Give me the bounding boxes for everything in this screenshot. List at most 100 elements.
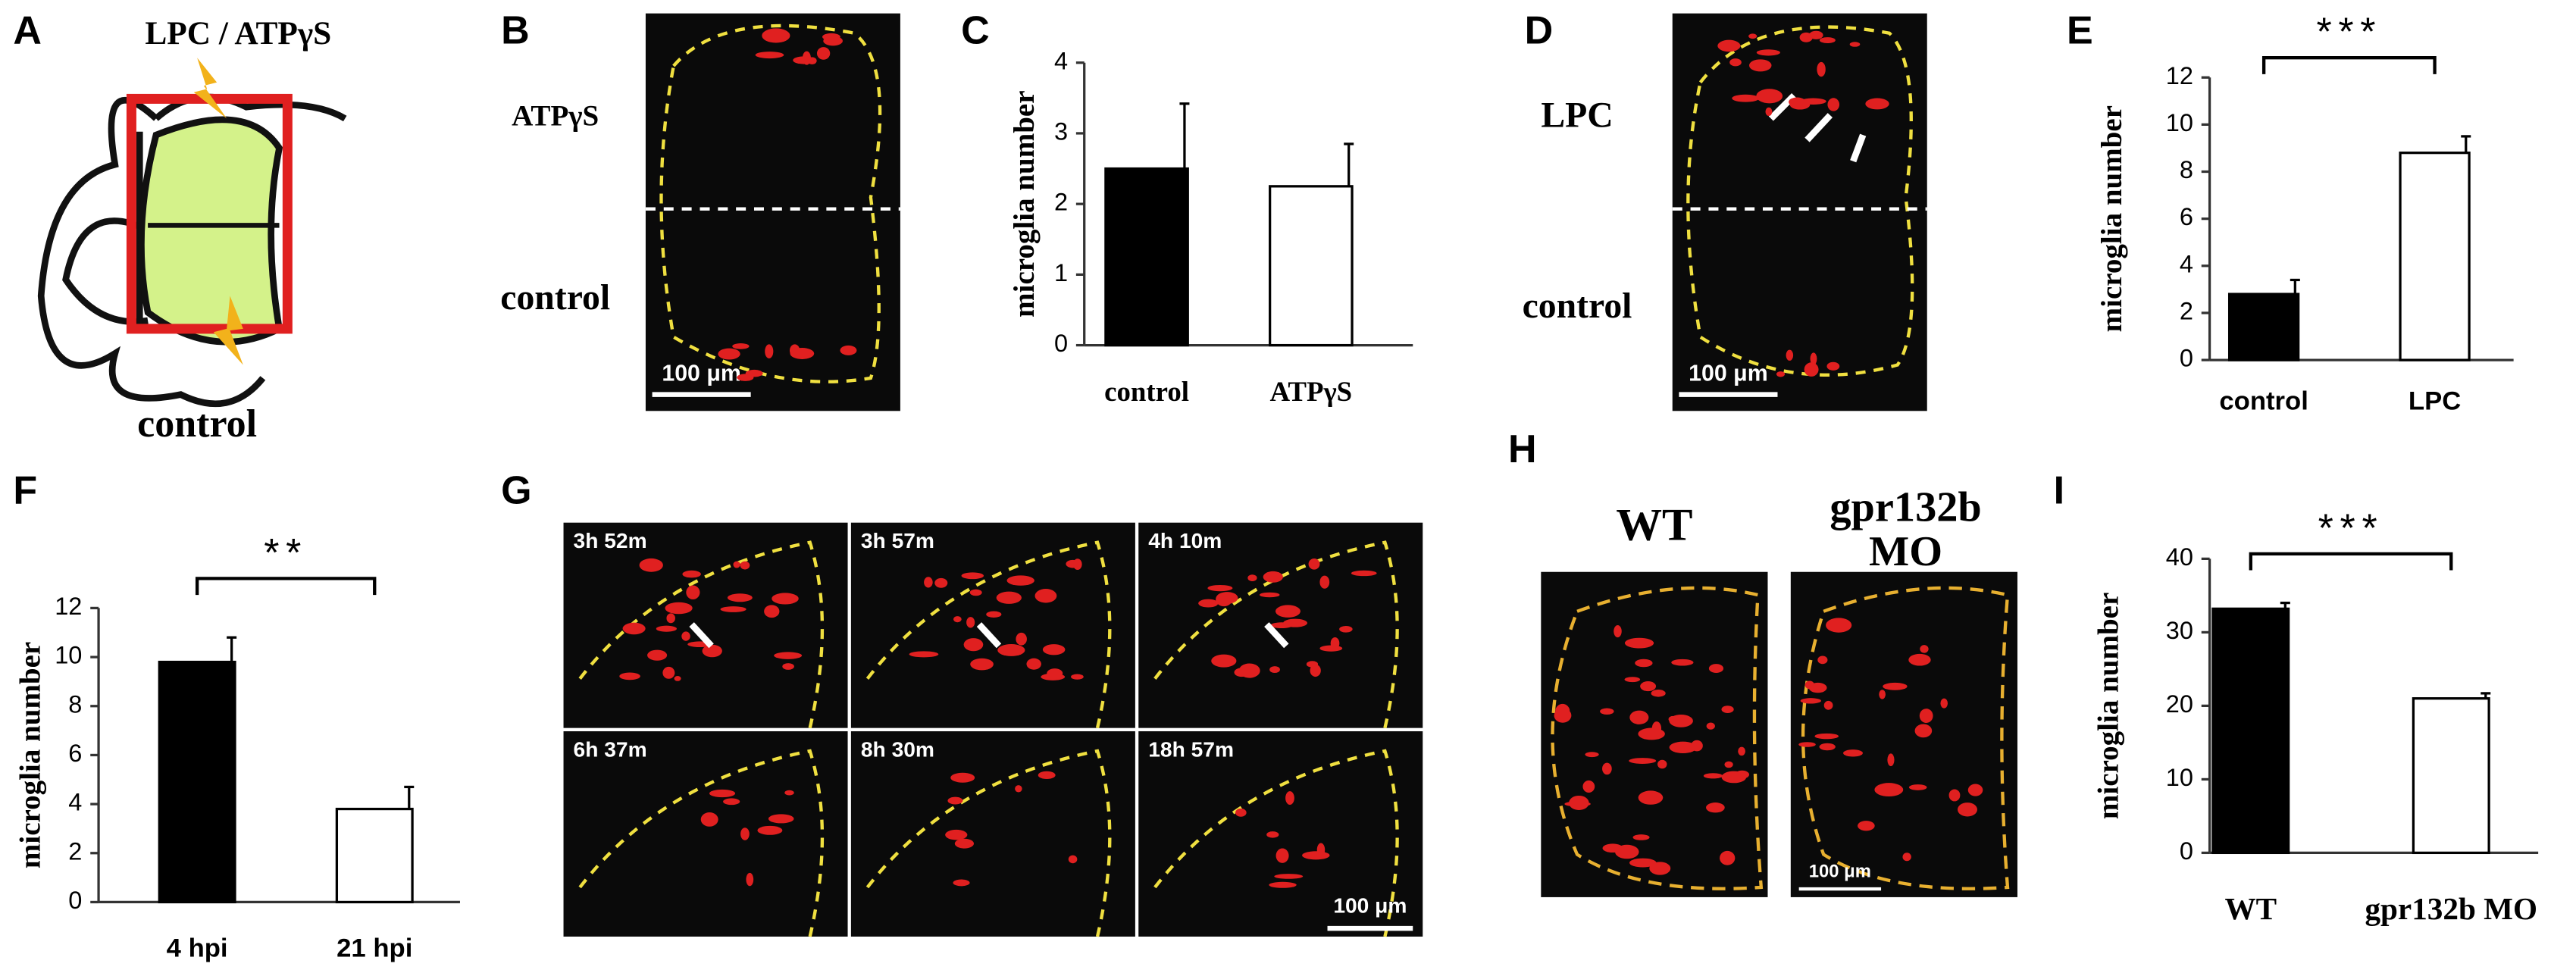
outline <box>659 23 882 383</box>
cell <box>924 577 933 588</box>
y-tick-label: 30 <box>2166 617 2193 644</box>
panel-letter: I <box>2054 468 2064 512</box>
cell <box>1026 658 1041 670</box>
arrow <box>689 622 714 649</box>
cell <box>1883 682 1908 690</box>
panel-letter: H <box>1508 427 1537 471</box>
cell <box>1339 626 1353 633</box>
cell <box>1638 790 1664 805</box>
y-tick-label: 2 <box>2180 298 2193 325</box>
cell <box>1967 784 1983 796</box>
cell <box>622 622 646 635</box>
y-tick-label: 1 <box>1054 259 1068 286</box>
cell <box>1034 588 1057 603</box>
cell <box>1047 668 1063 679</box>
y-tick-label: 3 <box>1054 118 1068 145</box>
outline <box>1551 586 1764 890</box>
cell <box>1629 858 1657 868</box>
cell <box>723 798 740 806</box>
cell <box>774 652 803 659</box>
cell <box>961 572 984 580</box>
y-tick-label: 0 <box>2180 345 2193 372</box>
cell <box>700 812 718 827</box>
y-tick-label: 10 <box>55 642 82 669</box>
cell <box>768 814 794 824</box>
cell <box>1879 690 1886 699</box>
timestamp: 3h 52m <box>574 528 647 552</box>
cell <box>1016 632 1027 646</box>
cell <box>1703 773 1723 779</box>
outline <box>1686 25 1914 377</box>
cell <box>656 625 677 632</box>
cell <box>1285 791 1294 806</box>
outline <box>865 749 1112 937</box>
cell <box>1600 708 1614 715</box>
lightning <box>213 296 243 365</box>
cell <box>720 606 747 612</box>
timestamp: 6h 37m <box>574 737 647 761</box>
cell <box>1259 592 1280 598</box>
bar <box>1269 185 1354 347</box>
cell <box>757 825 783 835</box>
cell <box>745 369 763 377</box>
cell <box>1582 780 1595 793</box>
y-tick-label: 2 <box>68 837 82 865</box>
outline <box>578 749 825 937</box>
cell <box>1874 783 1904 797</box>
cell <box>1765 107 1773 116</box>
x-tick-label: control <box>2219 387 2308 416</box>
cell <box>1614 624 1622 638</box>
cell <box>1073 558 1082 571</box>
cell <box>1776 371 1786 377</box>
cell <box>1071 674 1084 680</box>
significance-bracket <box>2249 552 2453 571</box>
cell <box>1038 771 1056 780</box>
timestamp: 8h 30m <box>861 737 934 761</box>
cell <box>1738 746 1745 756</box>
cell <box>1651 690 1666 697</box>
cell <box>662 666 675 679</box>
scale-label: 100 μm <box>1333 893 1407 917</box>
cell <box>727 593 753 602</box>
cell <box>1808 682 1827 693</box>
cell <box>1735 770 1750 779</box>
micrograph <box>645 13 900 411</box>
bar <box>158 660 236 904</box>
cell <box>1602 762 1612 775</box>
cell <box>1749 59 1772 72</box>
cell <box>954 838 975 849</box>
cell <box>1247 574 1257 582</box>
cell <box>1823 700 1833 710</box>
cell <box>1275 605 1301 618</box>
cell <box>1800 98 1826 105</box>
cell <box>755 52 784 59</box>
significance-bracket <box>2261 56 2437 74</box>
y-axis-title: microglia number <box>1008 90 1041 317</box>
panel-letter: A <box>13 8 42 52</box>
x-tick-label: WT <box>2224 891 2277 926</box>
bar <box>1104 167 1189 347</box>
y-tick-label: 4 <box>2180 250 2193 277</box>
cell <box>1720 850 1736 865</box>
cell <box>762 28 790 43</box>
cell <box>1263 571 1283 583</box>
cell <box>686 585 700 600</box>
x-tick-label: 21 hpi <box>336 934 412 962</box>
y-tick-label: 20 <box>2166 690 2193 718</box>
cell <box>1310 664 1321 677</box>
cell <box>1585 752 1599 758</box>
micrograph <box>1138 731 1423 937</box>
cell <box>953 616 962 623</box>
label: ATPγS <box>512 99 599 132</box>
significance: *** <box>2318 506 2384 550</box>
scale-label: 100 μm <box>662 361 741 386</box>
cell <box>1308 558 1320 570</box>
bar <box>2412 697 2490 855</box>
scale-label: 100 μm <box>1689 361 1768 386</box>
cell <box>986 611 1002 618</box>
cell <box>1211 654 1237 668</box>
cell <box>1042 644 1066 655</box>
cell <box>1827 98 1840 111</box>
y-tick-label: 8 <box>2180 156 2193 183</box>
micrograph <box>850 522 1135 728</box>
